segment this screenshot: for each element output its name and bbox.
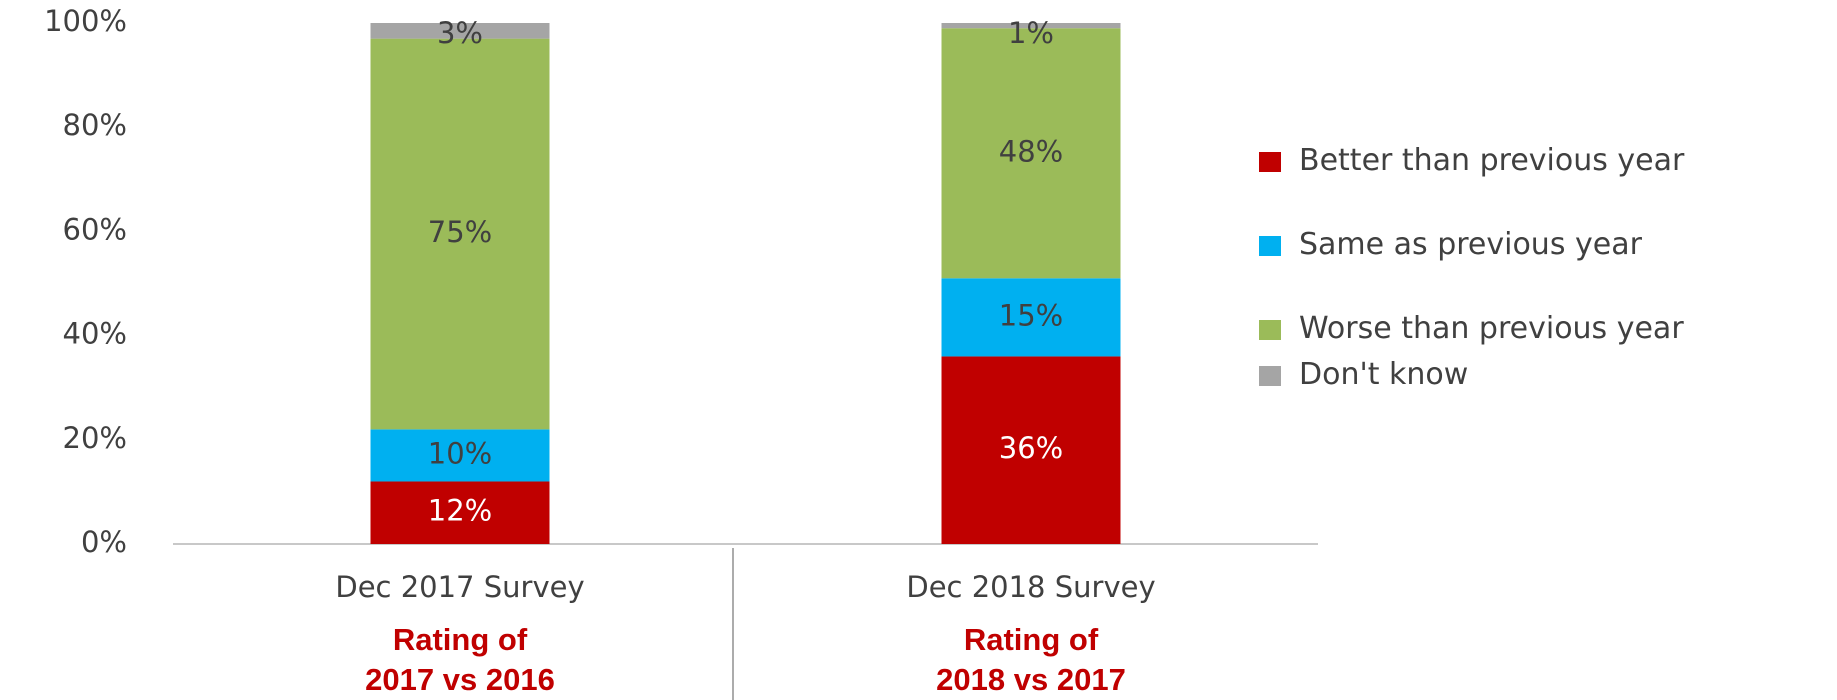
bar-segment [941,28,1121,279]
category-note: Rating of [964,622,1099,657]
x-tick-label: Dec 2018 Survey [906,570,1155,604]
legend: Better than previous year Same as previou… [1255,140,1815,438]
bar-segment [941,278,1121,357]
legend-label: Same as previous year [1299,227,1642,262]
legend-swatch [1259,366,1281,386]
data-label: 48% [999,134,1063,168]
data-label: 10% [428,436,492,470]
legend-label: Don't know [1299,357,1469,392]
y-tick-label: 60% [63,212,127,246]
legend-item: Worse than previous year [1255,308,1739,350]
category-note: 2018 vs 2017 [936,662,1126,697]
data-label: 75% [428,215,492,249]
bar-segment [370,429,550,482]
data-label: 1% [1008,16,1054,50]
y-tick-label: 40% [63,317,127,351]
bar-segment [941,356,1121,544]
bar-segment [370,481,550,544]
data-label: 15% [999,298,1063,332]
legend-label: Better than previous year [1299,143,1685,178]
legend-item: Same as previous year [1255,224,1739,266]
bar-segment [370,23,550,39]
bar-segment [941,23,1121,29]
y-tick-label: 80% [63,108,127,142]
y-tick-label: 20% [63,421,127,455]
category-note: Rating of [393,622,528,657]
x-tick-label: Dec 2017 Survey [335,570,584,604]
legend-item: Better than previous year [1255,140,1739,182]
data-label: 36% [999,431,1063,465]
y-tick-label: 0% [81,525,127,559]
y-tick-label: 100% [44,4,127,38]
legend-swatch [1259,320,1281,340]
legend-swatch [1259,236,1281,256]
data-label: 12% [428,494,492,528]
category-note: 2017 vs 2016 [365,662,555,697]
legend-item: Don't know [1255,354,1739,396]
bar-segment [370,38,550,430]
data-label: 3% [437,16,483,50]
legend-label: Worse than previous year [1299,311,1684,346]
legend-swatch [1259,152,1281,172]
